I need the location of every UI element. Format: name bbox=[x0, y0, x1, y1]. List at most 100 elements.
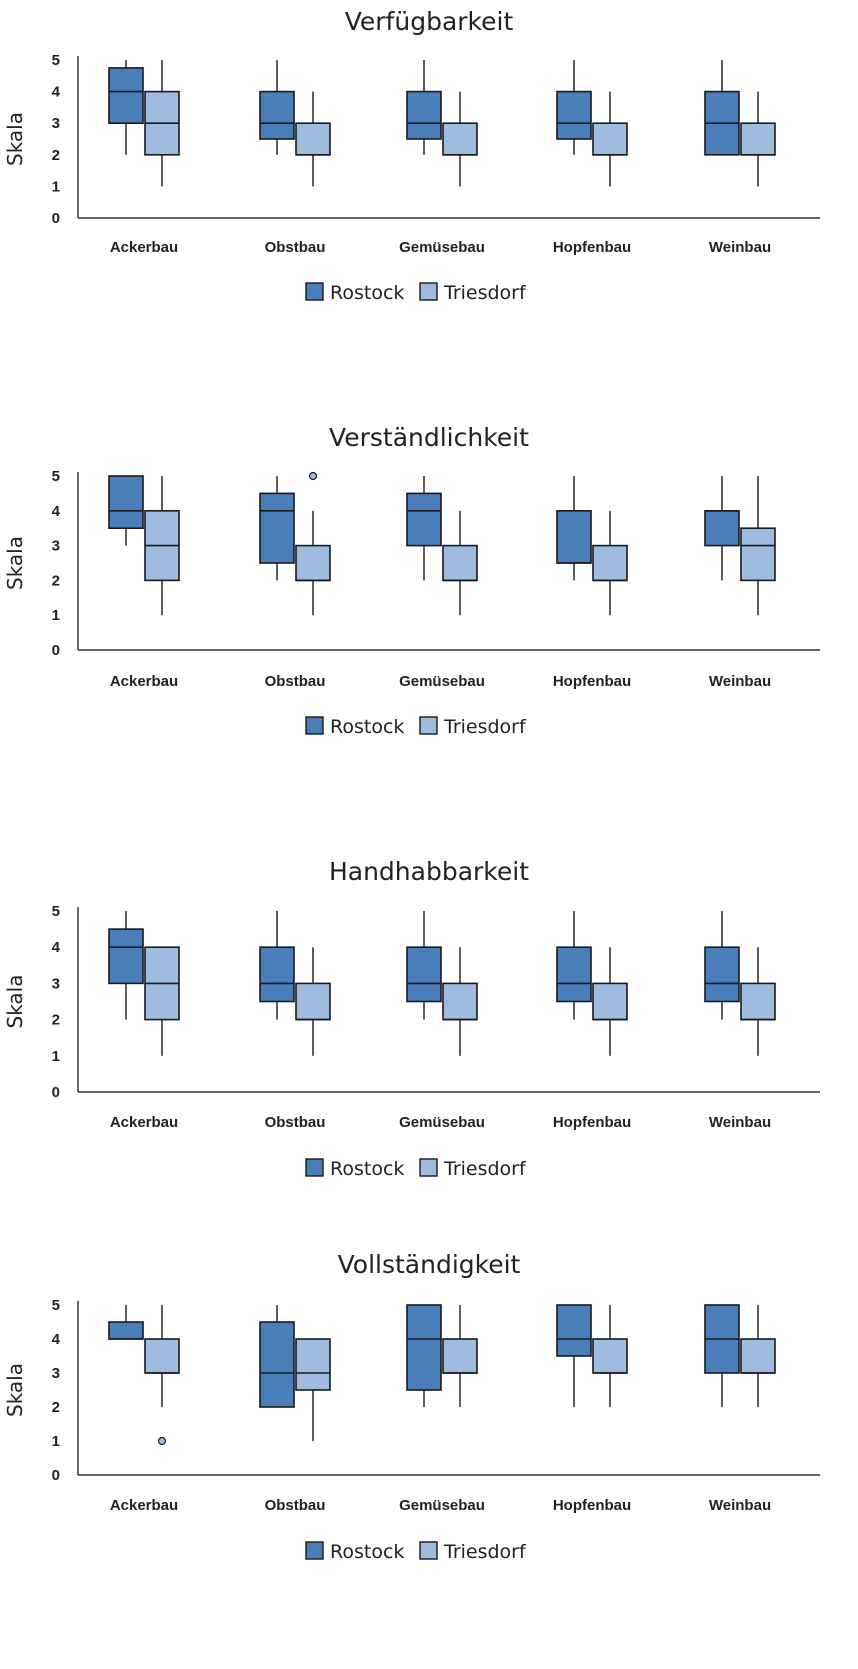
box-rect bbox=[108, 928, 144, 985]
box-rostock-weinbau bbox=[704, 60, 740, 156]
box-rostock-weinbau bbox=[704, 476, 740, 581]
box-triesdorf-weinbau bbox=[740, 1305, 776, 1407]
box-triesdorf-hopfenbau bbox=[592, 1305, 628, 1407]
box-triesdorf-ackerbau bbox=[144, 946, 180, 1056]
box-triesdorf-ackerbau bbox=[144, 476, 180, 616]
y-tick-label: 5 bbox=[52, 468, 60, 485]
box-rostock-gemüsebau bbox=[406, 911, 442, 1020]
x-tick-label: Ackerbau bbox=[110, 239, 178, 256]
box-rostock-hopfenbau bbox=[556, 60, 592, 155]
legend-swatch-triesdorf bbox=[419, 282, 438, 301]
box-rect bbox=[295, 122, 331, 156]
box-rect bbox=[442, 544, 478, 582]
x-tick-label: Obstbau bbox=[265, 673, 326, 690]
y-tick-label: 1 bbox=[52, 1048, 60, 1065]
box-triesdorf-obstbau bbox=[295, 1338, 331, 1441]
y-tick-label: 0 bbox=[52, 642, 60, 659]
x-tick-label: Obstbau bbox=[265, 1114, 326, 1131]
boxplot-panel-2: Verständlichkeit Skala 0 1 2 3 4 5 Ackerbau Obstb… bbox=[3, 423, 820, 738]
x-tick-label: Weinbau bbox=[709, 1497, 771, 1514]
box-rect bbox=[740, 1338, 776, 1374]
legend-label-rostock: Rostock bbox=[330, 716, 404, 738]
x-tick-label: Gemüsebau bbox=[399, 673, 485, 690]
boxplot-panel-4: Vollständigkeit Skala 0 1 2 3 4 5 Ackerbau Obstba… bbox=[3, 1250, 820, 1563]
y-tick-label: 5 bbox=[52, 903, 60, 920]
legend-swatch-triesdorf bbox=[419, 716, 438, 735]
y-tick-label: 2 bbox=[52, 1399, 60, 1416]
box-rostock-gemüsebau bbox=[406, 60, 442, 155]
box-rect bbox=[556, 946, 592, 1003]
box-rect bbox=[740, 527, 776, 582]
y-tick-label: 3 bbox=[52, 975, 60, 992]
legend-label-triesdorf: Triesdorf bbox=[443, 282, 527, 304]
box-triesdorf-gemüsebau bbox=[442, 510, 478, 616]
legend-swatch-rostock bbox=[305, 1158, 324, 1177]
box-triesdorf-obstbau bbox=[295, 91, 331, 187]
legend: Rostock Triesdorf bbox=[305, 282, 527, 304]
box-rostock-ackerbau bbox=[108, 1305, 144, 1340]
x-tick-label: Hopfenbau bbox=[553, 239, 631, 256]
legend-swatch-rostock bbox=[305, 1541, 324, 1560]
legend-swatch-triesdorf bbox=[419, 1541, 438, 1560]
box-rect bbox=[295, 1338, 331, 1391]
box-rect bbox=[295, 544, 331, 582]
legend-label-rostock: Rostock bbox=[330, 1541, 404, 1563]
box-rect bbox=[259, 946, 295, 1003]
y-axis-label: Skala bbox=[3, 1363, 27, 1417]
box-rect bbox=[259, 1321, 295, 1408]
x-tick-label: Hopfenbau bbox=[553, 673, 631, 690]
x-tick-label: Weinbau bbox=[709, 1114, 771, 1131]
box-triesdorf-gemüsebau bbox=[442, 1305, 478, 1407]
boxplot-panel-1: Verfügbarkeit Skala 0 1 2 3 4 5 Ackerbau Obstbau G… bbox=[3, 7, 820, 304]
boxplot-panel-3: Handhabbarkeit Skala 0 1 2 3 4 5 Ackerbau Obstbau… bbox=[3, 857, 820, 1180]
legend-swatch-triesdorf bbox=[419, 1158, 438, 1177]
x-tick-label: Weinbau bbox=[709, 673, 771, 690]
x-tick-label: Hopfenbau bbox=[553, 1497, 631, 1514]
x-tick-label: Ackerbau bbox=[110, 673, 178, 690]
chart-title: Handhabbarkeit bbox=[329, 857, 529, 886]
y-axis-label: Skala bbox=[3, 975, 27, 1029]
y-axis-label: Skala bbox=[3, 112, 27, 166]
box-rect bbox=[556, 1304, 592, 1357]
box-rostock-ackerbau bbox=[108, 911, 144, 1020]
box-triesdorf-gemüsebau bbox=[442, 947, 478, 1056]
x-tick-label: Gemüsebau bbox=[399, 1114, 485, 1131]
box-rect bbox=[740, 982, 776, 1021]
box-rostock-weinbau bbox=[704, 1304, 740, 1407]
box-triesdorf-hopfenbau bbox=[592, 947, 628, 1056]
legend-label-triesdorf: Triesdorf bbox=[443, 1541, 527, 1563]
box-rect bbox=[592, 122, 628, 156]
box-rect bbox=[442, 982, 478, 1021]
x-tick-label: Obstbau bbox=[265, 1497, 326, 1514]
y-tick-label: 0 bbox=[52, 1467, 60, 1484]
y-tick-label: 3 bbox=[52, 115, 60, 132]
x-tick-label: Gemüsebau bbox=[399, 1497, 485, 1514]
box-rect bbox=[406, 946, 442, 1003]
box-triesdorf-hopfenbau bbox=[592, 510, 628, 616]
box-rostock-ackerbau bbox=[108, 475, 144, 546]
box-rostock-obstbau bbox=[259, 60, 295, 155]
box-rect bbox=[740, 122, 776, 156]
legend-label-triesdorf: Triesdorf bbox=[443, 716, 527, 738]
y-tick-label: 3 bbox=[52, 538, 60, 555]
box-rect bbox=[556, 509, 592, 564]
legend-label-triesdorf: Triesdorf bbox=[443, 1158, 527, 1180]
legend: Rostock Triesdorf bbox=[305, 1541, 527, 1563]
box-rect bbox=[295, 982, 331, 1021]
box-rect bbox=[556, 90, 592, 140]
chart-title: Verfügbarkeit bbox=[345, 7, 514, 36]
outlier-point bbox=[157, 1436, 167, 1446]
box-rect bbox=[108, 1321, 144, 1340]
box-rostock-gemüsebau bbox=[406, 476, 442, 581]
legend-swatch-rostock bbox=[305, 716, 324, 735]
y-tick-label: 2 bbox=[52, 147, 60, 164]
box-rect bbox=[592, 1338, 628, 1374]
x-tick-label: Ackerbau bbox=[110, 1497, 178, 1514]
y-tick-label: 1 bbox=[52, 607, 60, 624]
y-tick-label: 3 bbox=[52, 1365, 60, 1382]
legend-swatch-rostock bbox=[305, 282, 324, 301]
y-tick-label: 0 bbox=[52, 1084, 60, 1101]
box-rect bbox=[108, 475, 144, 530]
